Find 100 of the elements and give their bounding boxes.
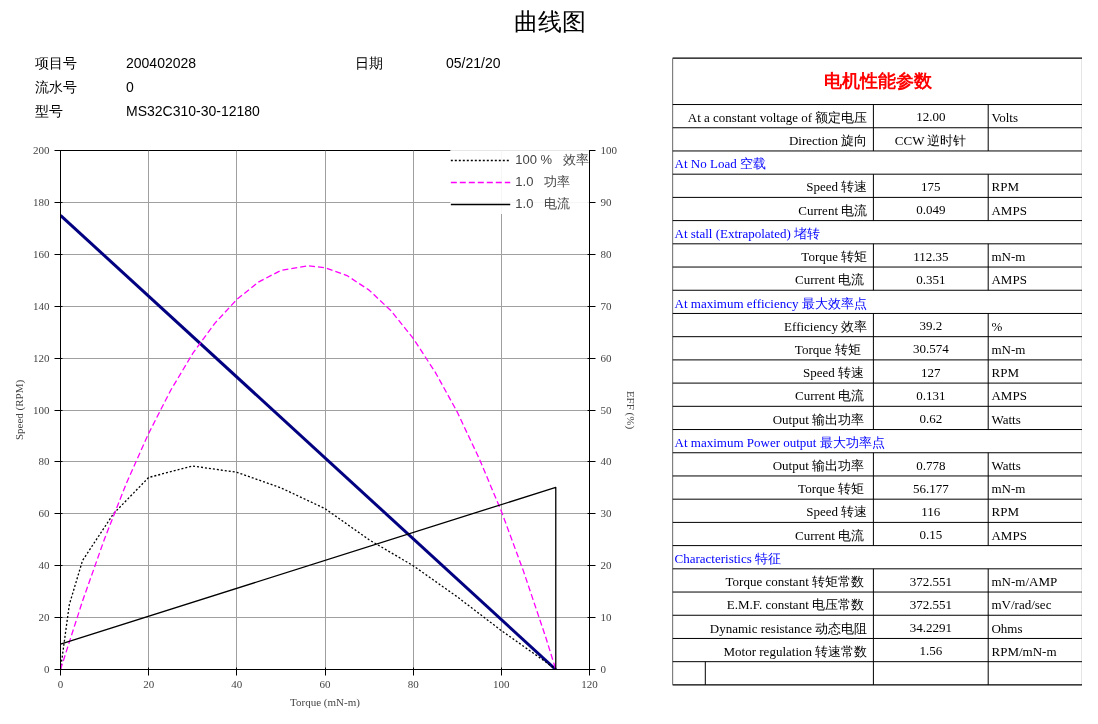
y-tick-label: 40 [38,559,50,572]
text: AMPS [991,272,1027,288]
x-tick-label: 0 [57,677,64,690]
text: mN-m [991,341,1026,357]
y2-tick-label: 50 [600,403,612,416]
category-label: At stall (Extrapolated) 堵转 [674,225,821,241]
y2-axis-title: EFF (%) [624,390,637,430]
category-label: At No Load 空载 [674,156,766,172]
text: 0.778 [916,457,946,473]
x-tick-label: 20 [143,677,155,690]
text: 日期 [355,54,384,73]
text: mN-m/AMP [991,574,1058,590]
category-label: Torque 转矩 [798,481,865,497]
y-tick-label: 120 [33,351,50,364]
y2-tick-label: 40 [600,455,612,468]
x-tick-label: 120 [581,677,599,690]
y2-tick-label: 80 [600,247,612,260]
x-tick-label: 80 [407,677,420,690]
category-label: Speed 转速 [806,179,868,195]
y2-tick-label: 10 [600,611,612,624]
category-label: Output 输出功率 [772,411,865,427]
x-axis-title: Torque (mN-m) [290,695,361,709]
y-tick-label: 200 [33,144,50,156]
y-tick-label: 80 [38,455,50,468]
y-tick-label: 160 [33,247,50,260]
category-label: Efficiency 效率 [784,318,868,334]
text: RPM [991,365,1019,381]
x-tick-label: 60 [319,677,331,690]
category-label: Torque 转矩 [801,249,868,265]
text: Watts [991,458,1021,474]
text: mN-m [991,249,1026,265]
y-axis-title: Speed (RPM) [13,379,26,441]
text: RPM/mN-m [991,643,1057,659]
text: AMPS [991,527,1027,543]
text: 12.00 [916,109,946,125]
text: 200402028 [125,54,198,73]
legend-label: 100 % 效率 [515,151,589,169]
text: Ohms [991,620,1023,636]
text: Volts [991,109,1018,125]
category-label: Torque 转矩 [794,341,861,357]
category-label: Current 电流 [795,388,865,404]
text: 0 [125,78,135,97]
text: AMPS [991,388,1027,404]
category-label: At maximum Power output 最大功率点 [674,434,885,450]
legend-label: 1.0 电流 [515,195,571,213]
text: RPM [991,504,1019,520]
text: 56.177 [912,480,949,496]
text: 0.351 [916,271,946,287]
text: CCW 逆时针 [894,133,967,149]
text: 0.131 [916,387,946,403]
category-label: Dynamic resistance 动态电阻 [709,620,868,636]
text: mN-m [991,481,1026,497]
legend-label: 1.0 功率 [515,173,571,191]
category-label: Characteristics 特征 [674,550,782,566]
text: 39.2 [919,318,943,334]
text: 112.35 [913,248,949,264]
category-label: Direction 旋向 [788,133,868,149]
y2-tick-label: 0 [600,663,607,675]
text: Watts [991,411,1021,427]
text: 372.551 [909,596,952,612]
y-tick-label: 100 [33,403,50,416]
category-label: Speed 转速 [802,365,865,381]
y-tick-label: 180 [33,195,50,208]
x-tick-label: 40 [231,677,243,690]
text: 127 [921,364,941,380]
text: 30.574 [912,341,949,357]
category-label: Torque constant 转矩常数 [725,574,865,590]
y2-tick-label: 30 [600,507,612,520]
text: 116 [921,503,941,519]
y2-tick-label: 70 [600,299,612,312]
y-tick-label: 140 [33,299,50,312]
text: 项目号 [35,54,78,73]
text: mV/rad/sec [991,597,1052,613]
category-label: At maximum efficiency 最大效率点 [674,295,867,311]
chart-title: 曲线图 [513,7,587,37]
y2-tick-label: 90 [600,195,612,208]
text: 0.049 [916,202,946,218]
category-label: Speed 转速 [806,504,868,520]
text: 型号 [35,102,64,121]
category-label: E.M.F. constant 电压常数 [726,597,864,613]
text: RPM [991,179,1019,195]
text: 0.62 [919,411,943,427]
text: 372.551 [909,573,952,589]
text: 175 [921,178,941,194]
category-label: Current 电流 [795,272,865,288]
text: % [991,318,1003,334]
text: 0.15 [919,527,943,543]
category-label: Current 电流 [798,202,868,218]
y-tick-label: 20 [38,611,50,624]
y-tick-label: 60 [38,507,50,520]
x-tick-label: 100 [493,677,511,690]
category-label: Output 输出功率 [772,458,865,474]
y2-tick-label: 60 [600,351,612,364]
text: AMPS [991,202,1027,218]
y-tick-label: 0 [44,663,50,675]
category-label: Current 电流 [795,527,865,543]
y2-tick-label: 20 [600,559,612,572]
y2-tick-label: 100 [600,144,618,156]
category-label: At a constant voltage of 额定电压 [687,109,868,125]
text: 流水号 [35,78,78,97]
